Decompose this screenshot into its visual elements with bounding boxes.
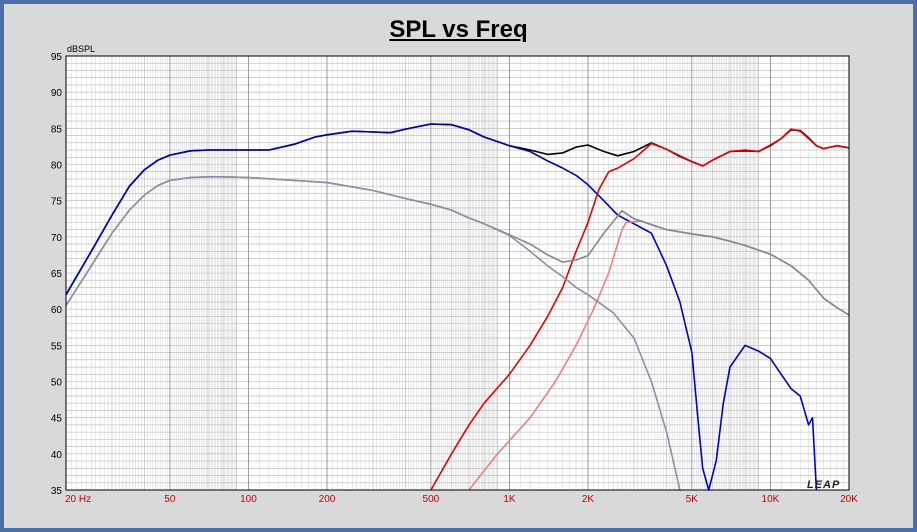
- leap-watermark: LEAP: [807, 479, 840, 491]
- y-tick-label: 90: [51, 88, 63, 99]
- y-axis-label: dBSPL: [67, 44, 95, 54]
- y-tick-label: 70: [51, 233, 63, 244]
- x-tick-label: 5K: [686, 494, 699, 505]
- y-tick-label: 50: [51, 378, 63, 389]
- y-tick-label: 95: [51, 52, 63, 63]
- y-tick-label: 85: [51, 124, 63, 135]
- y-tick-label: 55: [51, 341, 63, 352]
- series-lines: [65, 123, 850, 491]
- chart-title: SPL vs Freq: [389, 16, 528, 43]
- x-tick-label: 20 Hz: [65, 494, 91, 505]
- x-tick-label: 100: [240, 494, 257, 505]
- x-tick-label: 200: [319, 494, 336, 505]
- grid-lines: [66, 56, 849, 490]
- x-tick-label: 500: [423, 494, 440, 505]
- y-tick-label: 80: [51, 161, 63, 172]
- y-tick-label: 65: [51, 269, 63, 280]
- x-tick-label: 1K: [503, 494, 516, 505]
- x-tick-label: 10K: [762, 494, 780, 505]
- x-tick-labels: 20 Hz 50 100 200 500 1K 2K 5K 10K 20K: [65, 494, 858, 505]
- y-tick-label: 35: [51, 486, 63, 497]
- x-tick-label: 2K: [582, 494, 595, 505]
- y-tick-label: 60: [51, 305, 63, 316]
- y-tick-label: 40: [51, 450, 63, 461]
- y-tick-label: 75: [51, 197, 63, 208]
- series-line-6: [65, 176, 681, 491]
- x-tick-label: 50: [164, 494, 176, 505]
- x-tick-label: 20K: [840, 494, 858, 505]
- plot-border: [65, 55, 850, 491]
- series-line-2: [65, 123, 818, 491]
- y-tick-label: 45: [51, 414, 63, 425]
- series-line-3: [430, 128, 850, 491]
- y-tick-labels: 35 40 45 50 55 60 65 70 75 80 85 90 95: [51, 52, 63, 497]
